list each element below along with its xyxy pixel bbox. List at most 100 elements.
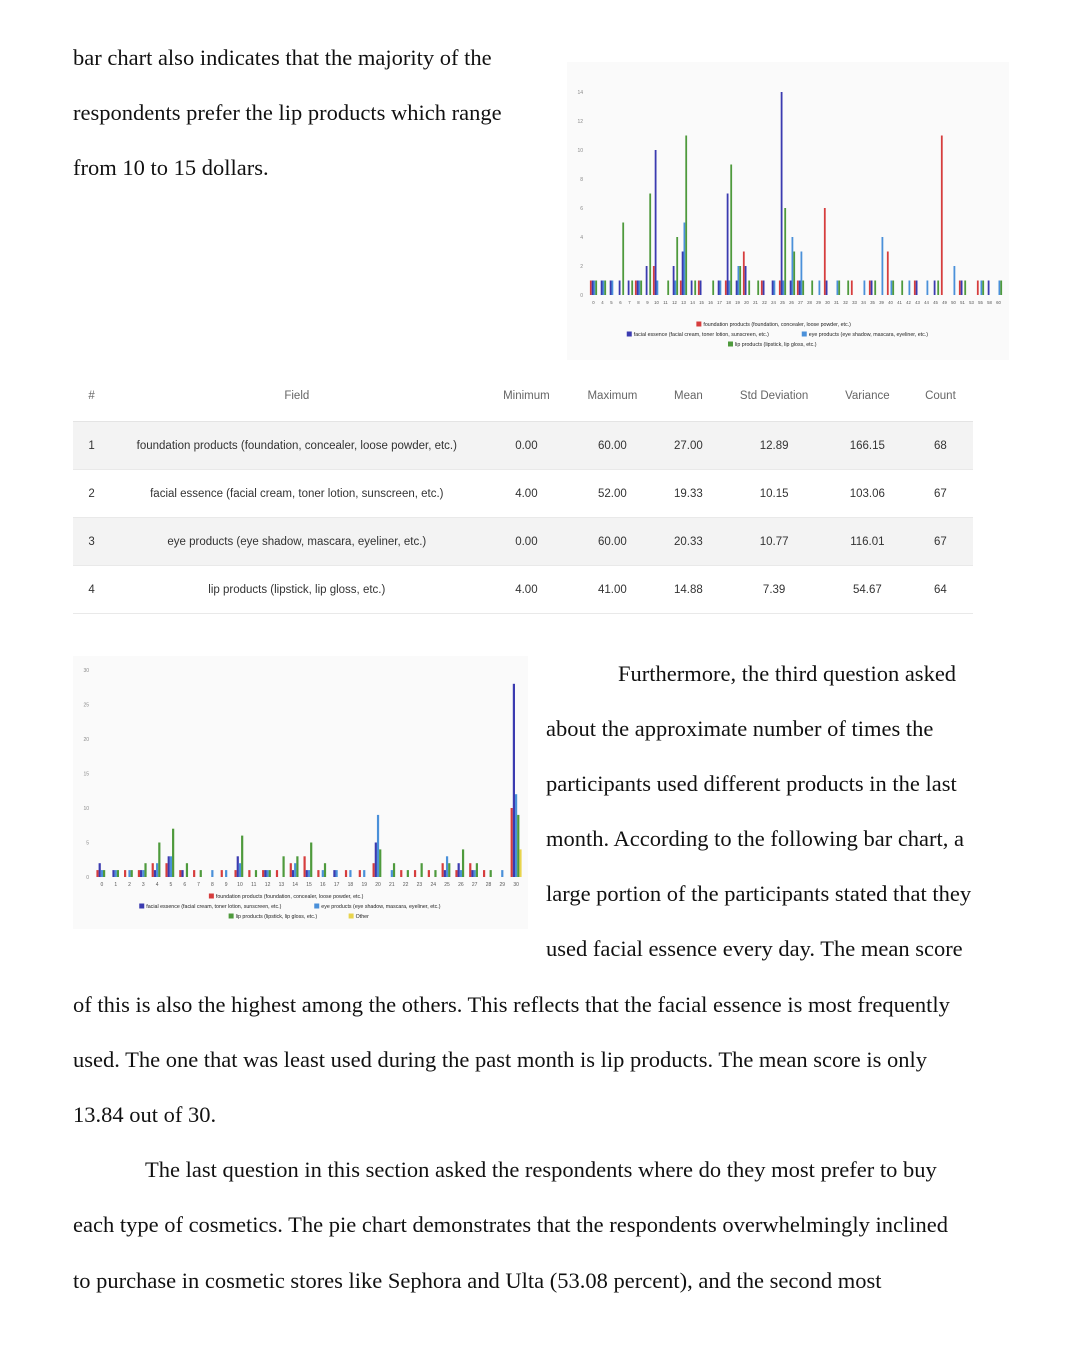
x-tick-label: 6	[183, 882, 186, 888]
bar	[323, 863, 327, 877]
bar	[144, 863, 147, 877]
text-line: 13.84 out of 30.	[73, 1102, 217, 1127]
bar	[631, 280, 634, 295]
x-tick-label: 15	[699, 300, 704, 305]
table-cell: 10.15	[721, 469, 827, 518]
x-tick-label: 49	[942, 300, 947, 305]
bar	[400, 870, 403, 877]
bar	[153, 870, 157, 877]
bar	[602, 280, 605, 295]
legend-swatch	[348, 913, 354, 919]
bar	[282, 856, 285, 877]
x-tick-label: 39	[879, 300, 884, 305]
bar	[142, 870, 145, 877]
table-cell: 27.00	[655, 421, 722, 470]
bar	[627, 280, 630, 295]
bar	[886, 251, 889, 295]
bar	[901, 280, 904, 295]
bar	[335, 870, 338, 877]
x-tick-label: 13	[681, 300, 686, 305]
bar	[760, 280, 763, 295]
x-tick-label: 17	[717, 300, 722, 305]
x-tick-label: 43	[915, 300, 920, 305]
x-tick-label: 50	[951, 300, 956, 305]
table-header: Mean	[655, 371, 722, 422]
bar	[591, 280, 594, 295]
x-tick-label: 0	[101, 882, 104, 888]
table-cell: 67	[907, 469, 973, 518]
x-tick-label: 10	[654, 300, 659, 305]
table-cell: 68	[907, 421, 973, 470]
bar	[482, 870, 486, 877]
bar	[103, 870, 106, 877]
bar	[475, 863, 478, 877]
bar	[800, 251, 803, 295]
bar	[667, 280, 670, 295]
bar	[937, 280, 940, 295]
x-tick-label: 60	[996, 300, 1001, 305]
bar	[358, 870, 361, 877]
table-cell: 7.39	[721, 565, 827, 614]
y-tick-label: 6	[580, 206, 583, 212]
bar	[998, 280, 1001, 295]
table-cell: 20.33	[655, 517, 722, 566]
legend-label: facial essence (facial cream, toner loti…	[146, 904, 281, 910]
x-tick-label: 6	[619, 300, 622, 305]
bar	[976, 280, 979, 295]
bar	[724, 280, 727, 295]
bar	[130, 870, 133, 877]
bar	[289, 863, 292, 877]
legend-swatch	[728, 341, 733, 347]
bar	[762, 280, 765, 295]
table-cell: 4	[73, 565, 111, 614]
bar	[344, 870, 348, 877]
bar	[618, 280, 621, 295]
table-cell: 54.67	[826, 565, 908, 614]
bar	[234, 870, 237, 877]
text-line: from 10 to 15 dollars.	[73, 155, 269, 180]
bar	[199, 870, 202, 877]
bar	[622, 222, 625, 295]
table-cell: 4.00	[483, 565, 570, 614]
x-tick-label: 30	[825, 300, 830, 305]
bar	[457, 863, 460, 877]
bar	[151, 863, 154, 877]
text-line: about the approximate number of times th…	[546, 716, 934, 741]
x-tick-label: 24	[430, 882, 436, 888]
bar	[169, 856, 173, 877]
bar	[114, 870, 117, 877]
bar	[519, 849, 522, 877]
x-tick-label: 25	[780, 300, 785, 305]
bar	[236, 856, 239, 877]
x-tick-label: 9	[646, 300, 649, 305]
bar	[461, 849, 465, 877]
bar	[654, 150, 657, 295]
bar	[248, 870, 251, 877]
bar	[789, 280, 792, 295]
bar	[595, 280, 598, 295]
x-tick-label: 14	[292, 882, 298, 888]
bar	[645, 266, 648, 295]
x-tick-label: 7	[628, 300, 631, 305]
x-tick-label: 41	[897, 300, 902, 305]
bar	[459, 870, 462, 877]
bar	[685, 135, 688, 295]
y-tick-label: 0	[86, 875, 89, 881]
bar	[140, 870, 143, 877]
bar	[649, 193, 652, 295]
y-tick-label: 10	[577, 148, 583, 154]
x-tick-label: 32	[843, 300, 848, 305]
bar	[225, 870, 228, 877]
bar	[512, 683, 515, 877]
x-tick-label: 19	[735, 300, 740, 305]
table-cell: 0.00	[483, 517, 570, 566]
x-tick-label: 14	[690, 300, 695, 305]
text-line: respondents prefer the lip products whic…	[73, 100, 502, 125]
bar	[735, 280, 738, 295]
table-row: 2 facial essence (facial cream, toner lo…	[73, 469, 973, 518]
table-cell: 4.00	[483, 469, 570, 518]
x-tick-label: 42	[906, 300, 911, 305]
bar	[600, 280, 603, 295]
bar	[455, 870, 458, 877]
